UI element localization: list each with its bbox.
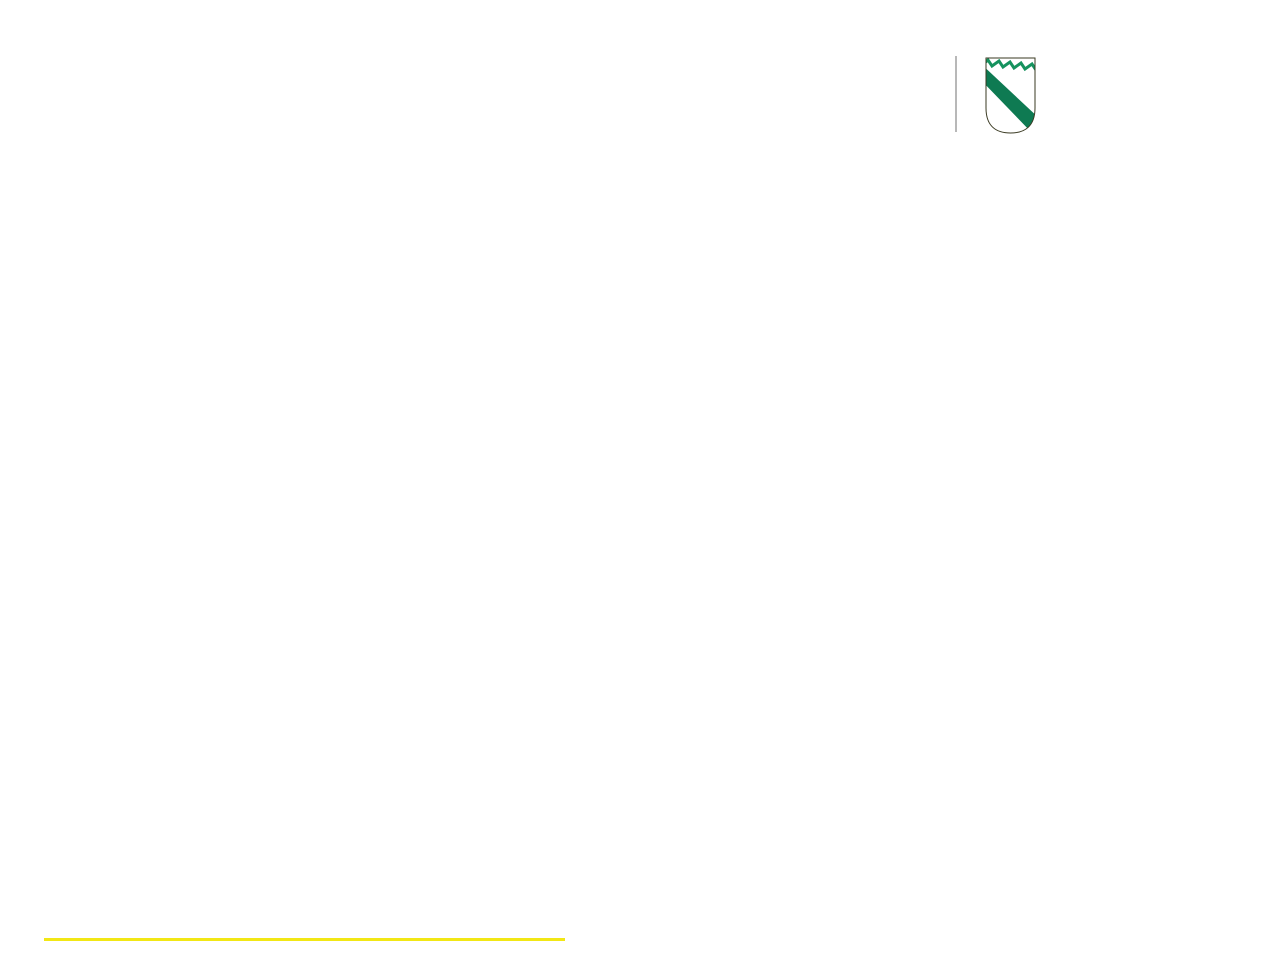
dwd-logo bbox=[509, 863, 563, 930]
temperature-map-germany bbox=[655, 258, 1107, 856]
temperature-legend-labels bbox=[662, 878, 1087, 898]
map-edge-strip bbox=[44, 938, 565, 941]
precipitation-map-germany bbox=[40, 280, 537, 862]
precipitation-legend-labels bbox=[50, 884, 477, 904]
dwd-logo bbox=[1114, 859, 1153, 922]
precipitation-legend-colorbar bbox=[50, 862, 477, 884]
saxony-coat-of-arms-icon bbox=[985, 57, 1036, 134]
temperature-legend-colorbar bbox=[662, 856, 1087, 878]
header-divider bbox=[955, 56, 957, 132]
